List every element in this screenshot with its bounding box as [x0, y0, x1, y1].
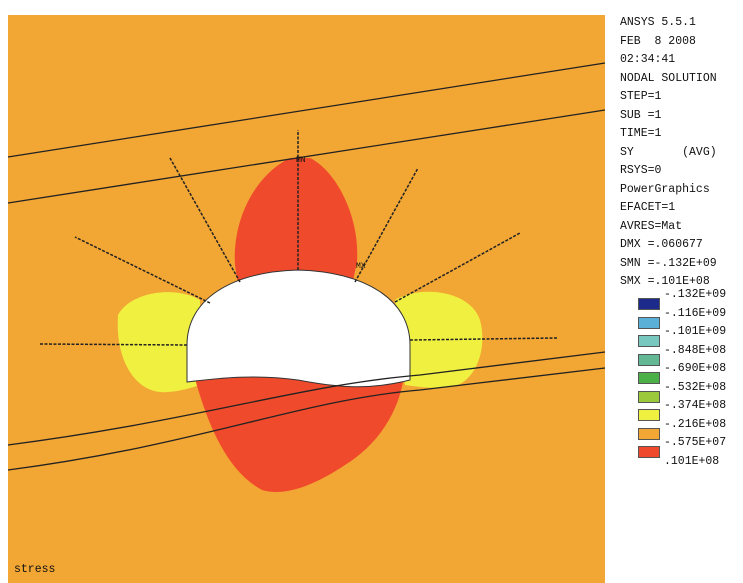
header-line: SY (AVG): [620, 145, 717, 159]
rock-bolts: [39, 130, 558, 346]
legend-swatch: [638, 353, 660, 366]
header-line: FEB 8 2008: [620, 34, 696, 48]
legend-label: -.575E+07: [664, 436, 727, 449]
header-info: ANSYS 5.5.1 FEB 8 2008 02:34:41 NODAL SOLUT…: [620, 14, 717, 292]
legend-label: -.132E+09: [664, 288, 727, 301]
legend-label: -.101E+09: [664, 325, 727, 338]
min-marker: MN: [296, 156, 306, 165]
header-line: ANSYS 5.5.1: [620, 16, 696, 29]
legend-label: -.848E+08: [664, 343, 727, 357]
red-zone-bottom: [190, 360, 405, 493]
legend-swatch: [638, 446, 660, 458]
header-line: SMX =.101E+08: [620, 275, 710, 288]
legend-label: -.532E+08: [664, 380, 727, 394]
legend-label: .101E+08: [664, 454, 720, 468]
header-line: 02:34:41: [620, 53, 676, 66]
legend-swatch: [638, 335, 660, 347]
legend-swatch: [638, 316, 660, 329]
header-line: SUB =1: [620, 108, 662, 122]
legend-label: -.116E+09: [664, 306, 727, 320]
strata-lines: [7, 62, 606, 471]
header-line: EFACET=1: [620, 201, 676, 214]
legend-swatch: [638, 372, 660, 384]
header-line: NODAL SOLUTION: [620, 71, 717, 85]
max-marker: MX: [356, 262, 366, 271]
red-zone-top: [234, 158, 358, 300]
plot-label: stress: [14, 563, 56, 576]
legend-label: -.690E+08: [664, 362, 727, 375]
legend-swatch: [638, 409, 660, 421]
header-line: DMX =.060677: [620, 238, 703, 251]
header-line: AVRES=Mat: [620, 219, 683, 233]
header-line: TIME=1: [620, 127, 662, 140]
legend-label: -.216E+08: [664, 417, 727, 431]
header-line: STEP=1: [620, 90, 662, 103]
legend-swatch: [638, 427, 660, 440]
legend-swatch: [638, 390, 660, 403]
side-zone-left: [117, 292, 200, 393]
header-line: PowerGraphics: [620, 182, 710, 196]
header-line: SMN =-.132E+09: [620, 256, 717, 270]
header-line: RSYS=0: [620, 164, 662, 177]
legend-label: -.374E+08: [664, 399, 727, 412]
legend-swatch: [638, 298, 660, 310]
